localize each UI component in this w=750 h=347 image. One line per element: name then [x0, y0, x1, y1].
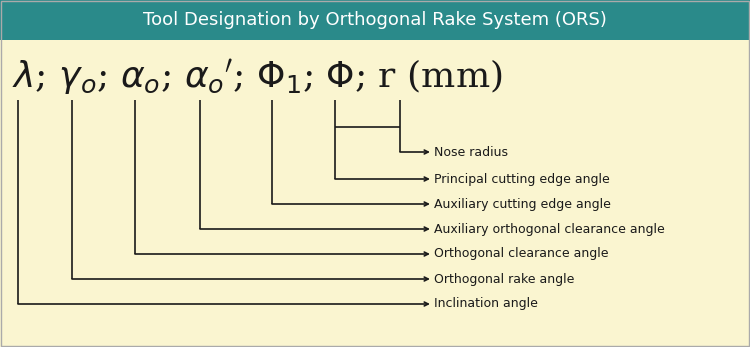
Text: Nose radius: Nose radius [434, 145, 508, 159]
Text: Auxiliary cutting edge angle: Auxiliary cutting edge angle [434, 197, 610, 211]
Text: Orthogonal rake angle: Orthogonal rake angle [434, 272, 574, 286]
Text: Inclination angle: Inclination angle [434, 297, 538, 311]
Text: $\lambda$; $\gamma_o$; $\alpha_o$; $\alpha_o{'}$; $\Phi_1$; $\Phi$; r (mm): $\lambda$; $\gamma_o$; $\alpha_o$; $\alp… [12, 57, 502, 97]
Text: Auxiliary orthogonal clearance angle: Auxiliary orthogonal clearance angle [434, 222, 664, 236]
Text: Orthogonal clearance angle: Orthogonal clearance angle [434, 247, 608, 261]
Text: Principal cutting edge angle: Principal cutting edge angle [434, 172, 610, 186]
Text: Tool Designation by Orthogonal Rake System (ORS): Tool Designation by Orthogonal Rake Syst… [143, 11, 607, 29]
Bar [0, 0, 750, 40]
